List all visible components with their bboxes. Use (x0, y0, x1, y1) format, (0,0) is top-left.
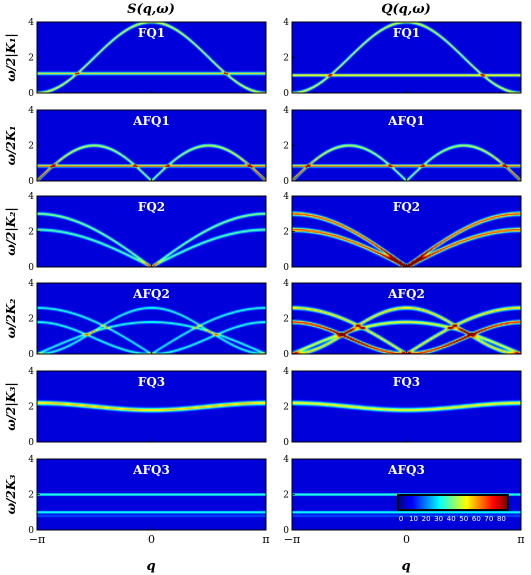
ylabel-afq3: ω/2K₃ (4, 475, 18, 515)
heatmap-image (37, 196, 266, 267)
ylabel-afq2: ω/2K₂ (4, 299, 18, 339)
colorbar-tick-label: 50 (459, 515, 468, 523)
colorbar-tick-label: 40 (447, 515, 456, 523)
col-title-q: Q(q,ω) (381, 2, 431, 17)
ytick-label: 4 (283, 192, 289, 202)
heatmap-image (37, 22, 266, 93)
ylabel-fq3: ω/2|K₃| (4, 382, 18, 431)
panel-label: FQ3 (138, 375, 165, 389)
ylabel-fq2: ω/2|K₂| (4, 207, 18, 256)
panel-afq2-q: AFQ2 0 2 4 (283, 279, 522, 360)
ytick-label: 4 (283, 367, 289, 377)
xlabel-left: q (146, 559, 155, 574)
panel-label: AFQ3 (387, 463, 425, 477)
ytick-label: 0 (28, 350, 34, 360)
panel-afq1-q: AFQ1 0 2 4 (283, 106, 522, 187)
panel-fq3-q: FQ3 0 2 4 (283, 367, 522, 448)
panel-fq1-q: FQ1 0 2 4 (283, 18, 522, 99)
panel-label: AFQ1 (387, 114, 425, 128)
panel-afq2-s: AFQ2 0 2 4 (28, 279, 267, 360)
ytick-label: 0 (28, 526, 34, 536)
colorbar-tick-label: 10 (409, 515, 418, 523)
colorbar: 0 10 20 30 40 50 60 70 80 (397, 494, 509, 523)
ytick-label: 4 (28, 18, 34, 28)
panel-label: AFQ1 (132, 114, 170, 128)
panel-label: FQ2 (393, 200, 420, 214)
ytick-label: 4 (28, 192, 34, 202)
ytick-label: 0 (28, 177, 34, 187)
panel-afq3-q: AFQ3 0 2 4 (283, 455, 522, 536)
ytick-label: 2 (283, 491, 289, 501)
colorbar-tick-label: 30 (434, 515, 443, 523)
ytick-label: 0 (28, 438, 34, 448)
panel-label: AFQ3 (132, 463, 170, 477)
panel-afq3-s: AFQ3 0 2 4 (28, 455, 267, 536)
ytick-label: 0 (283, 350, 289, 360)
panel-fq1-s: FQ1 0 2 4 (28, 18, 267, 99)
ylabel-fq1: ω/2|K₁| (4, 33, 18, 82)
heatmap-image (292, 283, 521, 354)
xtick-label: 0 (403, 533, 410, 546)
heatmap-image (37, 283, 266, 354)
ytick-label: 2 (283, 228, 289, 238)
panel-label: FQ1 (393, 26, 420, 40)
ytick-label: 2 (28, 228, 34, 238)
ytick-label: 4 (28, 455, 34, 465)
colorbar-tick-label: 80 (497, 515, 506, 523)
ytick-label: 4 (28, 367, 34, 377)
colorbar-tick-label: 70 (484, 515, 493, 523)
ytick-label: 4 (28, 106, 34, 116)
ytick-label: 0 (283, 89, 289, 99)
ytick-label: 4 (283, 455, 289, 465)
ytick-label: 2 (28, 54, 34, 64)
xlabel-right: q (401, 559, 410, 574)
ytick-label: 0 (283, 177, 289, 187)
ytick-label: 2 (283, 54, 289, 64)
ytick-label: 2 (28, 315, 34, 325)
ytick-label: 0 (283, 438, 289, 448)
panel-label: AFQ2 (387, 287, 425, 301)
ytick-label: 0 (283, 526, 289, 536)
xtick-label: π (517, 533, 524, 546)
heatmap-image (292, 110, 521, 181)
ytick-label: 2 (28, 491, 34, 501)
heatmap-image (37, 110, 266, 181)
colorbar-tick-label: 60 (472, 515, 481, 523)
heatmap-image (292, 22, 521, 93)
heatmap-image (292, 196, 521, 267)
ytick-label: 4 (283, 18, 289, 28)
ytick-label: 2 (28, 403, 34, 413)
panel-label: FQ3 (393, 375, 420, 389)
xtick-label: π (262, 533, 269, 546)
panel-label: FQ2 (138, 200, 165, 214)
ytick-label: 2 (283, 315, 289, 325)
ytick-label: 0 (283, 263, 289, 273)
ytick-label: 2 (283, 403, 289, 413)
heatmap-image (37, 459, 266, 530)
panel-fq3-s: FQ3 0 2 4 (28, 367, 267, 448)
ytick-label: 4 (283, 279, 289, 289)
xtick-label: −π (29, 533, 45, 546)
panel-fq2-q: FQ2 0 2 4 (283, 192, 522, 273)
ytick-label: 2 (283, 142, 289, 152)
xtick-label: 0 (148, 533, 155, 546)
heatmap-image (37, 371, 266, 442)
ytick-label: 0 (28, 263, 34, 273)
colorbar-gradient (399, 496, 507, 509)
colorbar-tick-label: 0 (399, 515, 403, 523)
panel-afq1-s: AFQ1 0 2 4 (28, 106, 267, 187)
panel-label: FQ1 (138, 26, 165, 40)
colorbar-tick-label: 20 (422, 515, 431, 523)
panel-label: AFQ2 (132, 287, 170, 301)
heatmap-image (292, 371, 521, 442)
col-title-s: S(q,ω) (127, 2, 175, 17)
ytick-label: 2 (28, 142, 34, 152)
ytick-label: 0 (28, 89, 34, 99)
ylabel-afq1: ω/2K₁ (4, 126, 18, 166)
ytick-label: 4 (28, 279, 34, 289)
ytick-label: 4 (283, 106, 289, 116)
panel-fq2-s: FQ2 0 2 4 (28, 192, 267, 273)
xtick-label: −π (284, 533, 300, 546)
